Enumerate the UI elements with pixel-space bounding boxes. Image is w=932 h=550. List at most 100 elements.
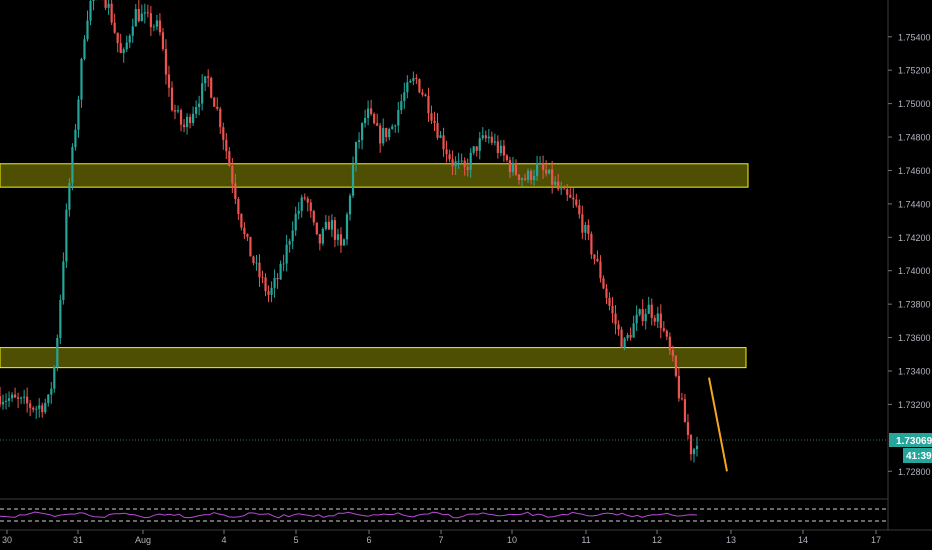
time-tick-label: 7 — [438, 535, 443, 545]
candle — [270, 281, 273, 303]
candle — [632, 315, 635, 338]
candle — [472, 145, 475, 156]
candle — [551, 160, 554, 194]
candle — [563, 185, 566, 190]
candle — [258, 254, 261, 287]
time-tick-label: 5 — [293, 535, 298, 545]
candle — [442, 127, 445, 157]
projection-line[interactable] — [708, 377, 728, 472]
candle — [164, 39, 168, 85]
candle — [170, 81, 174, 112]
time-tick-label: Aug — [135, 535, 151, 545]
candle — [116, 32, 119, 53]
candle — [382, 118, 385, 147]
candle — [119, 33, 122, 54]
candle — [89, 0, 92, 26]
price-tick-label: 1.74200 — [898, 233, 931, 243]
candle — [475, 146, 478, 157]
candle — [548, 169, 551, 175]
candlestick-series — [0, 0, 699, 463]
candle — [659, 304, 662, 339]
time-tick-label: 13 — [726, 535, 736, 545]
candle — [264, 273, 267, 297]
candle — [385, 127, 388, 142]
candle — [526, 168, 530, 183]
candle — [176, 105, 180, 114]
candle — [312, 209, 315, 226]
candle — [318, 233, 321, 251]
candle — [409, 79, 412, 83]
candle — [391, 124, 394, 130]
price-tick-label: 1.73400 — [898, 366, 931, 376]
support-resistance-zones — [0, 163, 749, 369]
candle — [538, 156, 542, 165]
candle — [451, 150, 454, 176]
candle — [86, 10, 89, 42]
candle — [400, 94, 403, 115]
candle — [182, 119, 186, 133]
candle — [566, 184, 569, 202]
time-tick-label: 6 — [366, 535, 371, 545]
candle — [158, 13, 162, 36]
candle — [306, 196, 309, 212]
candle — [644, 308, 647, 330]
candle — [243, 222, 246, 239]
candle — [379, 123, 382, 153]
candle — [276, 273, 279, 289]
candle — [623, 337, 626, 351]
candle — [520, 177, 524, 187]
candle — [680, 392, 684, 401]
zone-2[interactable] — [0, 347, 747, 369]
candle — [222, 122, 225, 150]
candle — [668, 332, 671, 355]
candle-countdown-label: 41:39 — [903, 448, 932, 463]
candle — [662, 320, 665, 333]
candle — [210, 76, 213, 99]
candle — [650, 298, 653, 326]
candle — [255, 254, 258, 271]
candle — [32, 406, 35, 413]
candle — [44, 398, 47, 415]
candle — [35, 405, 38, 419]
candle — [173, 104, 177, 120]
candle — [56, 334, 59, 372]
candle — [47, 394, 50, 407]
time-tick-label: 17 — [871, 535, 881, 545]
candle — [50, 382, 53, 404]
candle — [192, 106, 195, 126]
price-axis[interactable]: 1.75400 1.75200 1.75000 1.74800 1.74600 1.744… — [888, 32, 931, 477]
candle — [161, 27, 165, 52]
candle — [493, 133, 496, 146]
candle — [406, 75, 409, 99]
candle — [300, 194, 303, 218]
price-tick-label: 1.74400 — [898, 199, 931, 209]
candle — [267, 285, 270, 303]
candle — [620, 326, 623, 349]
time-tick-label: 4 — [221, 535, 226, 545]
zone-1[interactable] — [0, 163, 749, 188]
last-price-label: 1.73069 — [889, 433, 932, 447]
candle — [535, 155, 539, 181]
candle — [602, 275, 605, 290]
candle — [273, 269, 276, 298]
candle — [587, 219, 590, 241]
candle — [315, 222, 318, 236]
candle — [122, 47, 125, 63]
candle — [4, 393, 8, 410]
candle — [131, 18, 134, 43]
candle — [143, 3, 146, 24]
candle — [599, 255, 602, 283]
candle — [68, 178, 71, 217]
candle — [336, 228, 340, 246]
candle — [62, 252, 65, 305]
candle — [246, 233, 249, 242]
candle — [692, 447, 696, 463]
candle — [125, 35, 128, 52]
candle — [578, 199, 581, 219]
candle — [499, 140, 502, 157]
candle — [339, 227, 343, 253]
time-axis[interactable]: 30 31 Aug 4 5 6 7 10 11 12 13 14 17 — [2, 530, 881, 545]
price-tick-label: 1.74800 — [898, 133, 931, 143]
candle — [249, 236, 252, 257]
